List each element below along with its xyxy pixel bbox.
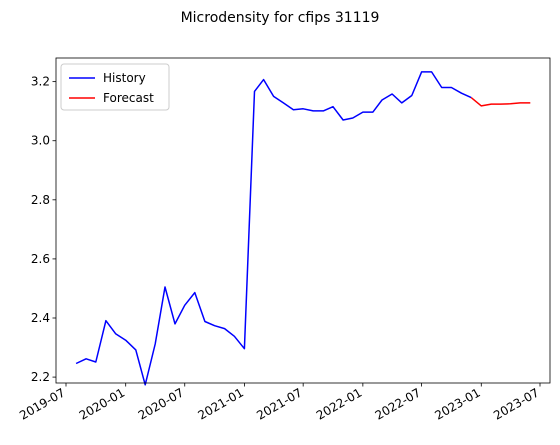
x-tick-label: 2020-07 <box>136 385 186 422</box>
x-tick-label: 2021-01 <box>196 385 246 422</box>
x-tick-label: 2019-07 <box>17 385 67 422</box>
y-axis: 2.2 2.4 2.6 2.8 3.0 3.2 <box>31 75 56 384</box>
x-tick-label: 2020-01 <box>77 385 127 422</box>
x-tick-label: 2022-07 <box>373 385 423 422</box>
legend-label-history: History <box>103 71 146 85</box>
x-tick-label: 2022-01 <box>314 385 364 422</box>
y-tick-label: 3.0 <box>31 134 50 148</box>
x-tick-label: 2023-07 <box>491 385 541 422</box>
y-tick-label: 2.2 <box>31 370 50 384</box>
series-line-forecast <box>470 97 531 107</box>
legend: History Forecast <box>60 63 170 111</box>
x-tick-label: 2023-01 <box>432 385 482 422</box>
legend-label-forecast: Forecast <box>103 91 154 105</box>
x-tick-label: 2021-07 <box>254 385 304 422</box>
x-axis: 2019-07 2020-01 2020-07 2021-01 2021-07 2022-… <box>17 383 542 423</box>
series-line-history <box>75 71 472 386</box>
y-tick-label: 3.2 <box>31 75 50 89</box>
y-tick-label: 2.8 <box>31 193 50 207</box>
y-tick-label: 2.4 <box>31 311 50 325</box>
y-tick-label: 2.6 <box>31 252 50 266</box>
chart-title: Microdensity for cfips 31119 <box>181 10 380 26</box>
